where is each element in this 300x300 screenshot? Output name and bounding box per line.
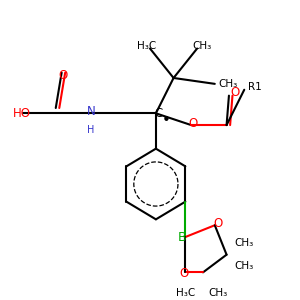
Text: O: O (179, 267, 188, 280)
Text: CH₃: CH₃ (235, 262, 254, 272)
Text: O: O (213, 217, 222, 230)
Text: C: C (155, 107, 163, 120)
Text: CH₃: CH₃ (208, 288, 227, 298)
Text: H₃C: H₃C (137, 40, 157, 51)
Text: CH₃: CH₃ (218, 79, 238, 89)
Text: R1: R1 (248, 82, 261, 92)
Text: O: O (58, 68, 68, 82)
Text: CH₃: CH₃ (235, 238, 254, 248)
Text: B: B (178, 230, 187, 244)
Text: •: • (162, 113, 171, 128)
Text: H₃C: H₃C (176, 288, 195, 298)
Text: O: O (231, 86, 240, 99)
Text: H: H (87, 124, 95, 134)
Text: HO: HO (13, 107, 31, 120)
Text: N: N (87, 105, 95, 118)
Text: O: O (188, 117, 197, 130)
Text: CH₃: CH₃ (192, 40, 211, 51)
